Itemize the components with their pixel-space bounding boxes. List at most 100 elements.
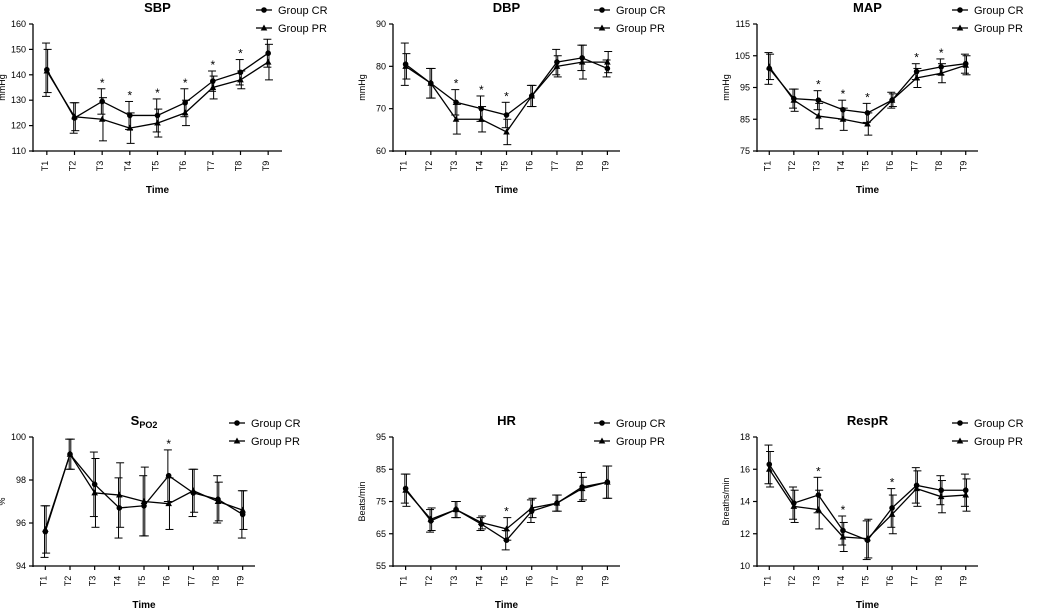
x-tick-label: T2 — [424, 161, 434, 172]
chart-title-main: HR — [497, 413, 516, 428]
chart-title-subscript-tail: 2 — [152, 420, 157, 430]
x-axis-label: Time — [132, 600, 156, 611]
data-point-circle — [938, 64, 944, 70]
data-point-triangle — [71, 113, 78, 120]
x-tick-label: T2 — [424, 576, 434, 587]
y-tick-label: 18 — [740, 432, 750, 442]
data-point-triangle — [239, 506, 246, 513]
x-tick-label: T4 — [474, 161, 484, 172]
x-tick-label: T4 — [123, 161, 133, 172]
data-point-triangle — [913, 485, 920, 492]
x-tick-label: T9 — [261, 161, 271, 172]
legend-triangle-icon — [956, 24, 964, 31]
y-tick-label: 14 — [740, 497, 750, 507]
series-line — [768, 63, 966, 114]
x-tick-label: T7 — [186, 576, 196, 587]
data-point-triangle — [604, 58, 611, 65]
data-point-triangle — [98, 115, 106, 122]
x-tick-label: T8 — [934, 576, 944, 587]
series-circle — [764, 52, 969, 123]
y-tick-label: 75 — [740, 146, 750, 156]
legend-label: Group PR — [616, 436, 665, 448]
data-point-triangle — [190, 487, 197, 494]
series-line — [405, 57, 608, 116]
significance-star: * — [454, 77, 459, 91]
data-point-circle — [99, 98, 105, 105]
x-tick-label: T1 — [38, 576, 48, 587]
y-axis-label: mmHg — [0, 74, 7, 101]
significance-star: * — [865, 90, 870, 104]
data-point-circle — [815, 492, 822, 498]
significance-star: * — [914, 51, 919, 65]
x-tick-label: T5 — [861, 576, 871, 587]
y-tick-label: 80 — [376, 61, 386, 71]
data-point-triangle — [91, 489, 98, 496]
legend-label: Group CR — [616, 5, 666, 17]
x-tick-label: T3 — [449, 576, 459, 587]
series-line — [768, 464, 966, 541]
x-tick-label: T4 — [836, 576, 846, 587]
legend-triangle-icon — [233, 437, 241, 444]
series-triangle — [402, 44, 613, 146]
x-tick-label: T9 — [600, 161, 610, 172]
series-line — [44, 452, 244, 532]
data-point-circle — [239, 511, 246, 518]
x-tick-label: T9 — [600, 576, 610, 587]
x-tick-label: T3 — [811, 576, 821, 587]
y-axis-label: Beats/min — [357, 481, 367, 521]
x-tick-label: T4 — [836, 161, 846, 172]
legend-label: Group PR — [251, 436, 300, 448]
significance-star: * — [210, 58, 215, 72]
x-axis-label: Time — [856, 600, 880, 611]
data-point-triangle — [864, 120, 871, 127]
data-point-triangle — [503, 525, 510, 532]
chart-title: SPO2 — [131, 413, 158, 430]
significance-star: * — [127, 88, 132, 102]
y-tick-label: 95 — [376, 432, 386, 442]
y-tick-label: 120 — [11, 121, 26, 131]
data-point-circle — [938, 487, 944, 494]
y-tick-label: 105 — [735, 51, 750, 61]
data-point-circle — [962, 487, 969, 494]
x-tick-label: T5 — [500, 161, 510, 172]
legend-triangle-icon — [598, 24, 606, 31]
legend-circle-icon — [599, 420, 605, 426]
series-triangle — [765, 451, 971, 559]
significance-star: * — [890, 476, 895, 490]
y-tick-label: 65 — [376, 529, 386, 539]
y-tick-label: 130 — [11, 95, 26, 105]
data-point-triangle — [503, 128, 510, 135]
x-tick-label: T1 — [762, 576, 772, 587]
data-point-triangle — [864, 535, 871, 542]
significance-star: * — [816, 78, 821, 92]
data-point-circle — [237, 69, 244, 76]
series-triangle — [402, 465, 613, 541]
legend-label: Group PR — [974, 436, 1023, 448]
data-point-circle — [91, 481, 98, 488]
x-tick-label: T6 — [525, 576, 535, 587]
chart-title: HR — [497, 413, 516, 428]
data-point-triangle — [553, 62, 561, 69]
y-tick-label: 55 — [376, 561, 386, 571]
x-tick-label: T8 — [211, 576, 221, 587]
data-point-triangle — [604, 478, 611, 485]
x-tick-label: T4 — [112, 576, 122, 587]
y-tick-label: 96 — [16, 518, 26, 528]
x-tick-label: T1 — [399, 576, 409, 587]
x-tick-label: T6 — [525, 161, 535, 172]
data-point-circle — [913, 68, 920, 75]
series-circle — [764, 444, 969, 561]
legend-circle-icon — [261, 7, 267, 13]
data-point-triangle — [43, 67, 51, 74]
data-point-triangle — [888, 96, 896, 103]
legend-triangle-icon — [956, 437, 964, 444]
legend-circle-icon — [234, 420, 240, 426]
data-point-triangle — [477, 115, 485, 122]
legend-label: Group CR — [278, 5, 328, 17]
data-point-circle — [815, 97, 822, 103]
data-point-triangle — [962, 491, 970, 498]
y-tick-label: 85 — [740, 114, 750, 124]
data-point-triangle — [165, 500, 172, 507]
x-tick-label: T5 — [137, 576, 147, 587]
data-point-triangle — [578, 58, 586, 65]
